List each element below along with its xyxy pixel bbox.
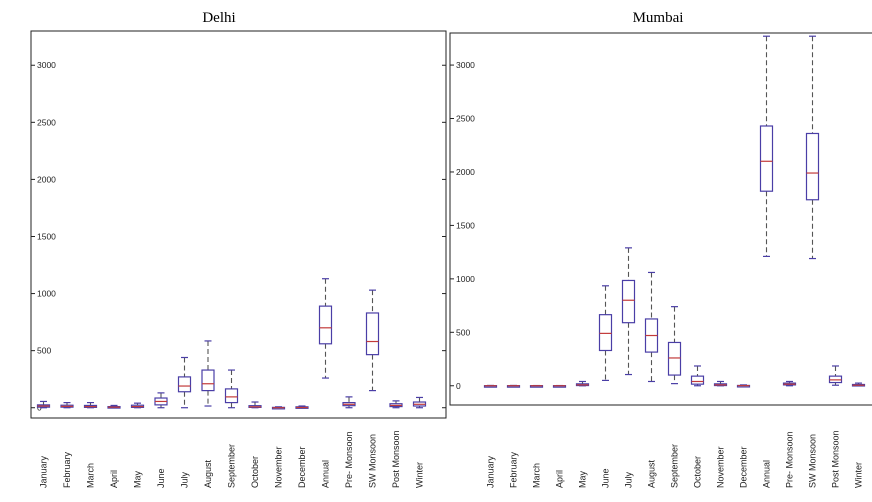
mumbai-box-9 [690,365,705,387]
delhi-box-8 [224,369,239,409]
mumbai-category-label: July [624,471,634,488]
delhi-category-label: Winter [415,462,425,488]
iqr-box [201,369,215,392]
mumbai-ytick-label: 1500 [456,220,475,230]
mumbai-box-5 [598,285,613,382]
mumbai-category-label: October [693,456,703,488]
delhi-category-label: SW Monsoon [368,434,378,488]
mumbai-box-7 [644,271,659,383]
mumbai-category-label: Post Monsoon [831,430,841,488]
iqr-box [690,375,705,385]
delhi-box-4 [130,402,145,409]
delhi-box-5 [154,392,168,409]
iqr-box [177,376,192,393]
delhi-box-16 [412,396,427,409]
delhi-box-9 [248,401,262,409]
mumbai-category-label: Pre- Monsoon [785,431,795,488]
mumbai-box-15 [828,365,843,386]
mumbai-panel: Mumbai 0 500 1000 1500 2000 2500 3000 January Fe… [449,10,872,488]
delhi-box-1 [60,401,74,409]
delhi-category-label: Post Monsoon [391,430,401,488]
delhi-category-label: December [297,446,307,488]
iqr-box [621,279,636,324]
delhi-category-label: August [203,459,213,488]
iqr-box [805,132,820,201]
mumbai-category-label: Winter [854,462,864,488]
delhi-box-13 [342,396,356,409]
delhi-category-label: October [250,456,260,488]
iqr-box [667,341,682,376]
mumbai-category-label: September [670,444,680,488]
mumbai-box-12 [759,35,774,258]
delhi-box-14 [365,289,380,392]
delhi-ytick-label: 1000 [37,289,56,299]
delhi-box-6 [177,356,192,409]
mumbai-box-6 [621,247,636,376]
mumbai-box-10 [713,380,728,387]
mumbai-ytick-label: 2500 [456,114,475,124]
mumbai-box-0 [483,384,498,388]
delhi-category-label: Pre- Monsoon [344,431,354,488]
mumbai-category-label: December [739,446,749,488]
mumbai-category-label: April [555,470,565,488]
delhi-category-label: February [62,451,72,488]
mumbai-category-label: Annual [762,460,772,488]
mumbai-category-label: January [486,455,496,488]
delhi-ytick-label: 500 [37,346,51,356]
mumbai-category-label: August [647,459,657,488]
mumbai-box-1 [506,384,521,388]
mumbai-box-3 [552,384,567,388]
delhi-box-7 [201,340,215,407]
mumbai-ytick-label: 0 [456,381,461,391]
mumbai-box-4 [575,380,590,387]
mumbai-category-label: May [578,470,588,488]
delhi-category-label: May [133,470,143,488]
mumbai-box-13 [782,380,797,387]
iqr-box [598,314,613,352]
delhi-ytick-label: 3000 [37,60,56,70]
iqr-box [759,125,774,192]
mumbai-category-label: November [716,446,726,488]
delhi-category-label: March [86,463,96,488]
mumbai-category-label: March [532,463,542,488]
mumbai-ytick-label: 500 [456,327,470,337]
delhi-box-0 [36,400,51,409]
mumbai-plot-frame [449,32,872,406]
mumbai-box-8 [667,306,682,385]
delhi-title: Delhi [202,10,235,26]
mumbai-ytick-label: 1000 [456,274,475,284]
delhi-panel: Delhi 050010001500200025003000JanuaryFeb… [30,10,447,488]
mumbai-ytick-label: 2000 [456,167,475,177]
delhi-category-label: November [274,446,284,488]
iqr-box [318,305,333,345]
iqr-box [224,388,239,404]
delhi-box-3 [107,404,121,409]
mumbai-title: Mumbai [633,10,684,26]
delhi-category-label: January [39,455,49,488]
delhi-category-label: April [109,470,119,488]
mumbai-category-label: SW Monsoon [808,434,818,488]
mumbai-category-label: February [509,451,519,488]
delhi-category-label: June [156,468,166,488]
delhi-plot-frame [30,30,447,419]
mumbai-box-11 [736,384,751,388]
iqr-box [365,312,380,356]
delhi-box-11 [295,405,309,409]
mumbai-category-label: June [601,468,611,488]
delhi-box-10 [271,406,286,410]
delhi-category-label: September [227,444,237,488]
delhi-box-12 [318,278,333,379]
delhi-ytick-label: 2500 [37,117,56,127]
delhi-box-2 [83,401,98,409]
mumbai-box-16 [851,382,866,387]
delhi-ytick-label: 2000 [37,174,56,184]
delhi-ytick-label: 1500 [37,231,56,241]
delhi-box-15 [389,400,403,409]
mumbai-box-2 [529,384,544,388]
delhi-category-label: Annual [321,460,331,488]
mumbai-ytick-label: 3000 [456,60,475,70]
mumbai-box-14 [805,35,820,260]
delhi-category-label: July [180,471,190,488]
